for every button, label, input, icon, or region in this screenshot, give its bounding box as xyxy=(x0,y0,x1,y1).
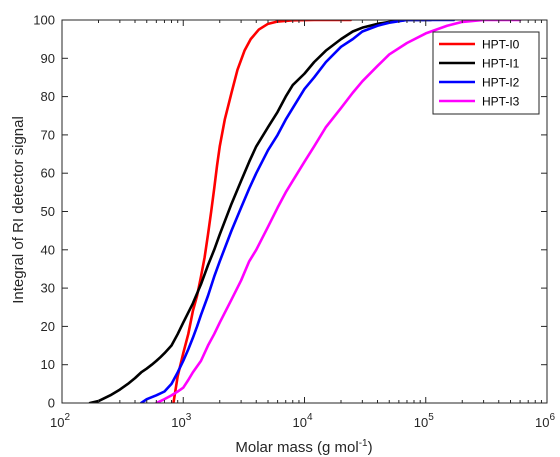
series-group xyxy=(88,20,522,403)
y-axis-title: Integral of RI detector signal xyxy=(10,116,27,304)
x-tick-label: 104 xyxy=(292,412,312,430)
x-axis-title-tail: ) xyxy=(368,439,373,456)
legend-label-hpt-i0: HPT-I0 xyxy=(482,38,520,52)
series-line-hpt-i1 xyxy=(88,20,433,403)
axis-labels: Molar mass (g mol-1) Integral of RI dete… xyxy=(10,116,373,456)
x-tick-label: 102 xyxy=(50,412,70,430)
x-axis-title-main: Molar mass (g mol xyxy=(235,439,358,456)
x-tick-label-exponent: 5 xyxy=(428,412,434,423)
y-tick-label: 50 xyxy=(41,204,55,219)
legend-label-hpt-i1: HPT-I1 xyxy=(482,57,520,71)
x-tick-label: 106 xyxy=(535,412,555,430)
x-tick-label-exponent: 2 xyxy=(64,412,70,423)
x-tick-label-exponent: 3 xyxy=(186,412,192,423)
y-tick-label: 20 xyxy=(41,319,55,334)
x-tick-label-base: 10 xyxy=(171,415,185,430)
x-tick-label-exponent: 4 xyxy=(307,412,313,423)
x-tick-label-exponent: 6 xyxy=(549,412,555,423)
legend: HPT-I0 HPT-I1 HPT-I2 HPT-I3 xyxy=(432,31,540,115)
x-tick-label: 103 xyxy=(171,412,191,430)
y-tick-label: 30 xyxy=(41,281,55,296)
legend-label-hpt-i3: HPT-I3 xyxy=(482,95,520,109)
series-line-hpt-i2 xyxy=(139,20,455,403)
y-tick-label: 90 xyxy=(41,51,55,66)
x-axis-title-sup: -1 xyxy=(359,438,368,449)
x-tick-label-base: 10 xyxy=(292,415,306,430)
y-tick-label: 40 xyxy=(41,242,55,257)
x-tick-label: 105 xyxy=(414,412,434,430)
series-line-hpt-i0 xyxy=(172,20,352,403)
x-tick-label-base: 10 xyxy=(50,415,64,430)
y-tick-label: 10 xyxy=(41,357,55,372)
x-tick-label-base: 10 xyxy=(535,415,549,430)
y-tick-label: 60 xyxy=(41,166,55,181)
legend-label-hpt-i2: HPT-I2 xyxy=(482,76,520,90)
y-tick-label: 0 xyxy=(48,396,55,411)
x-tick-label-base: 10 xyxy=(414,415,428,430)
series-line-hpt-i3 xyxy=(155,20,522,403)
y-tick-label: 80 xyxy=(41,89,55,104)
y-tick-label: 100 xyxy=(33,13,55,28)
y-tick-label: 70 xyxy=(41,127,55,142)
x-axis-title: Molar mass (g mol-1) xyxy=(235,438,372,456)
